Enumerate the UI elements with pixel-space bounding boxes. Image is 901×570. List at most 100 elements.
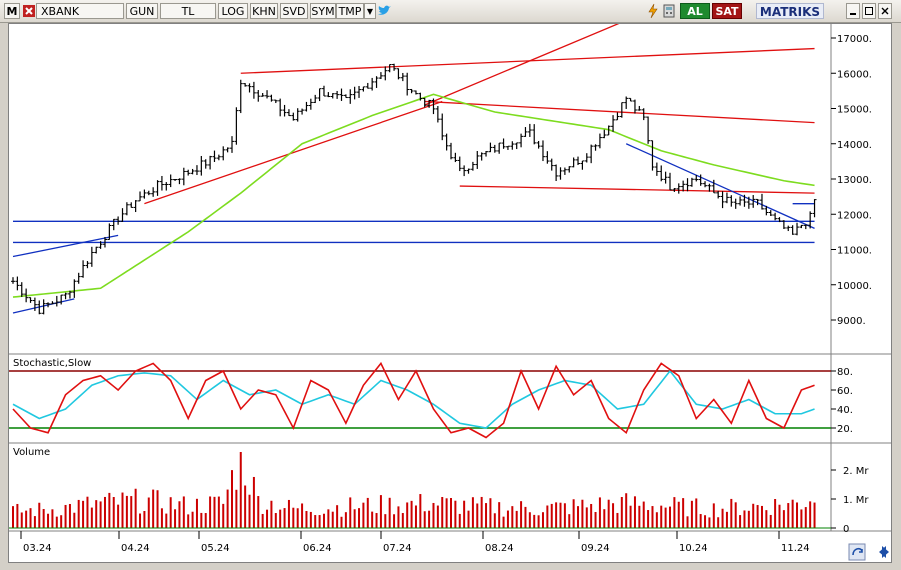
symbol-input[interactable]: XBANK xyxy=(36,3,124,19)
lightning-icon[interactable] xyxy=(646,3,660,19)
price-bar xyxy=(348,89,353,104)
price-bar xyxy=(637,105,642,111)
volume-bar xyxy=(791,499,794,528)
minimize-button[interactable] xyxy=(846,3,860,19)
chart-area[interactable]: 17000. 16000. 15000. 14000. 13000. 12000. 1100… xyxy=(8,19,892,563)
price-bar xyxy=(107,223,112,241)
svd-button[interactable]: SVD xyxy=(280,3,308,19)
price-bar xyxy=(32,297,37,311)
trend-line xyxy=(625,143,815,229)
price-bar xyxy=(488,142,493,153)
price-bar xyxy=(514,142,519,150)
twitter-icon[interactable] xyxy=(376,3,392,19)
price-bar xyxy=(98,241,103,249)
refresh-icon[interactable] xyxy=(848,543,866,561)
close-window-button[interactable] xyxy=(878,3,892,19)
price-tick-label: 13000. xyxy=(837,175,872,186)
volume-bar xyxy=(257,496,260,528)
price-bar xyxy=(120,208,125,222)
volume-bar xyxy=(585,507,588,528)
scroll-right-icon[interactable] xyxy=(882,546,889,558)
volume-bar xyxy=(655,512,658,528)
price-bar xyxy=(519,133,524,148)
price-bar xyxy=(387,63,392,73)
price-bar xyxy=(370,77,375,91)
price-bar xyxy=(374,76,379,88)
volume-bar xyxy=(620,496,623,528)
period-button[interactable]: GUN xyxy=(126,3,158,19)
volume-bar xyxy=(340,516,343,528)
volume-bar xyxy=(305,510,308,528)
stochastic-tick-label: 80. xyxy=(837,367,853,378)
chart-svg[interactable]: 17000. 16000. 15000. 14000. 13000. 12000. 1100… xyxy=(9,19,891,562)
price-tick-label: 15000. xyxy=(837,105,872,116)
price-bar xyxy=(265,90,270,99)
menu-button[interactable]: M xyxy=(4,3,20,19)
price-bar xyxy=(724,192,729,204)
volume-bar xyxy=(239,452,242,528)
volume-bar xyxy=(520,501,523,528)
volume-tick-label: 0 xyxy=(843,524,849,535)
price-bar xyxy=(295,108,300,122)
volume-bar xyxy=(717,517,720,528)
volume-bar xyxy=(769,514,772,528)
price-bar xyxy=(720,191,725,209)
tmp-dropdown-icon[interactable]: ▼ xyxy=(364,3,376,19)
price-bar xyxy=(278,98,283,117)
volume-bar xyxy=(296,508,299,528)
volume-bar xyxy=(752,503,755,528)
price-bar xyxy=(151,187,156,197)
maximize-button[interactable] xyxy=(862,3,876,19)
volume-bar xyxy=(287,499,290,528)
price-bar xyxy=(326,92,331,98)
price-bar xyxy=(50,301,55,305)
volume-bar xyxy=(502,516,505,528)
price-bar xyxy=(475,151,480,169)
price-bar xyxy=(300,108,305,115)
volume-bar xyxy=(125,495,128,528)
volume-bar xyxy=(436,505,439,528)
price-bar xyxy=(164,182,169,191)
volume-bar xyxy=(182,496,185,528)
price-bar xyxy=(624,96,629,109)
currency-button[interactable]: TL xyxy=(160,3,216,19)
log-button[interactable]: LOG xyxy=(218,3,248,19)
price-bar xyxy=(221,146,226,161)
price-bar xyxy=(155,180,160,196)
volume-bar xyxy=(651,506,654,528)
volume-bar xyxy=(690,500,693,528)
price-bar xyxy=(479,152,484,161)
volume-bar xyxy=(301,503,304,528)
volume-bar xyxy=(480,496,483,528)
volume-bar xyxy=(699,514,702,528)
price-bar xyxy=(641,108,646,121)
volume-bar xyxy=(397,506,400,528)
volume-bar xyxy=(760,505,763,528)
price-bar xyxy=(37,300,42,315)
price-tick-label: 14000. xyxy=(837,140,872,151)
price-bar xyxy=(812,199,817,218)
calculator-icon[interactable] xyxy=(662,3,676,19)
price-tick-label: 11000. xyxy=(837,246,872,257)
close-symbol-icon[interactable] xyxy=(22,3,36,19)
volume-bar xyxy=(42,508,45,528)
khn-button[interactable]: KHN xyxy=(250,3,278,19)
price-bar xyxy=(619,102,624,118)
price-bar xyxy=(689,177,694,187)
sym-button[interactable]: SYM xyxy=(310,3,336,19)
tmp-button[interactable]: TMP xyxy=(336,3,364,19)
volume-bar xyxy=(353,509,356,528)
moving-average-layer xyxy=(12,93,815,298)
volume-bar xyxy=(664,507,667,528)
price-bar xyxy=(571,157,576,168)
volume-bar xyxy=(695,498,698,528)
time-tick-label: 03.24 xyxy=(23,543,52,554)
volume-bar xyxy=(708,517,711,528)
buy-button[interactable]: AL xyxy=(680,3,710,19)
sell-button[interactable]: SAT xyxy=(712,3,742,19)
time-tick-label: 10.24 xyxy=(679,543,708,554)
volume-bar xyxy=(559,502,562,528)
volume-bar xyxy=(16,503,19,528)
volume-bar xyxy=(209,496,212,528)
price-bar xyxy=(19,282,24,297)
